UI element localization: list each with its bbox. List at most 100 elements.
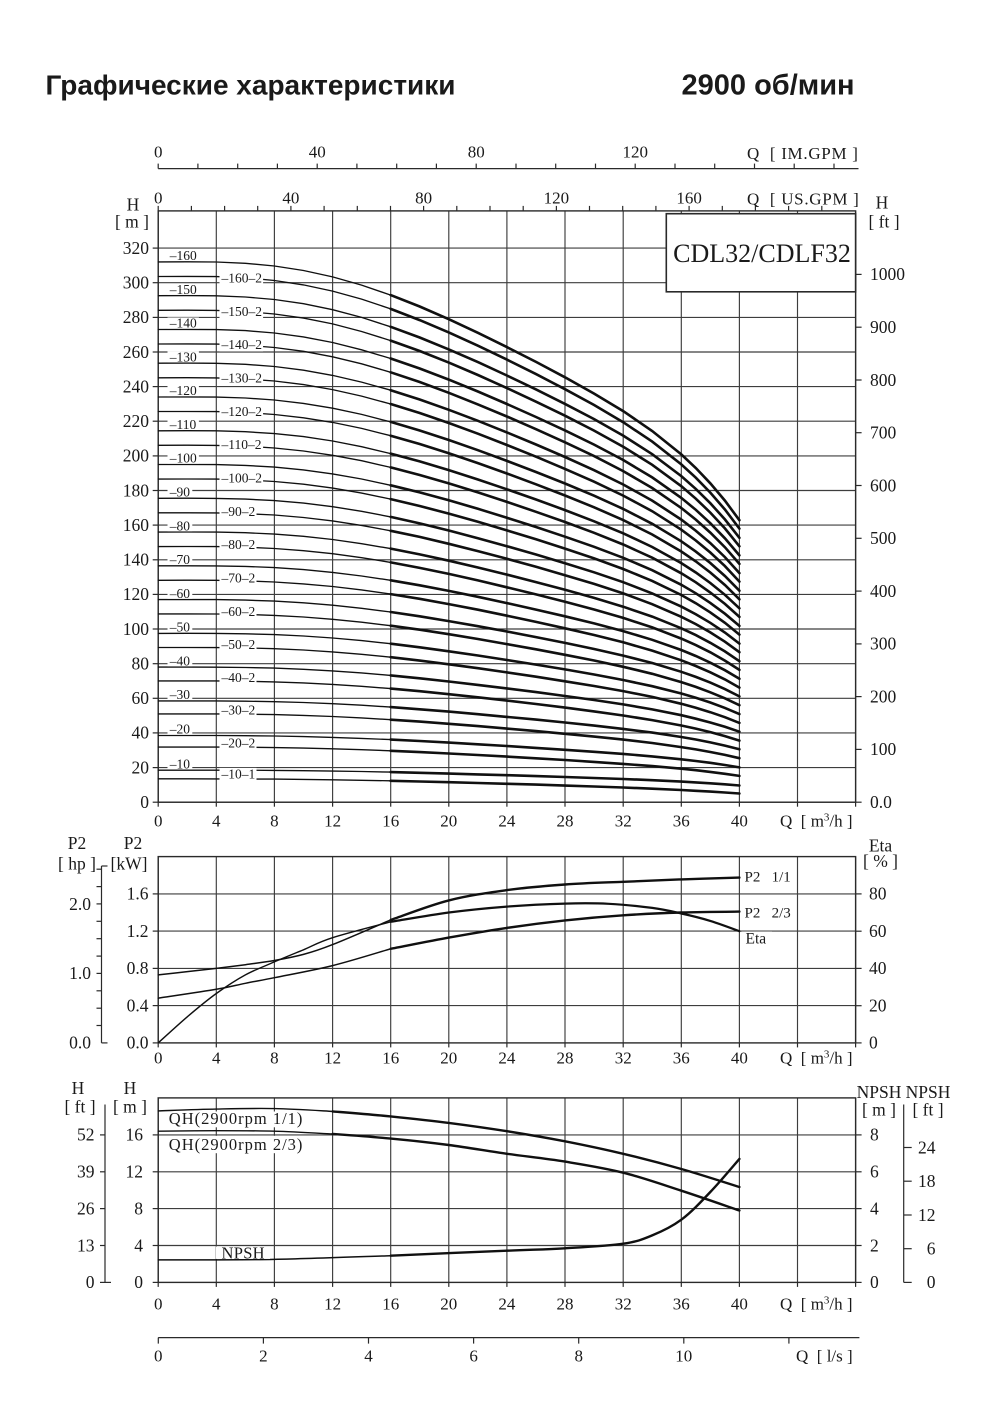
svg-text:–130: –130: [169, 349, 197, 364]
svg-text:0.8: 0.8: [127, 958, 149, 978]
svg-text:12: 12: [324, 812, 341, 831]
svg-text:[kW]: [kW]: [111, 854, 148, 874]
svg-text:8: 8: [574, 1347, 583, 1366]
svg-text:6: 6: [870, 1162, 879, 1182]
svg-text:–120–2: –120–2: [221, 404, 263, 419]
svg-text:H: H: [124, 1078, 137, 1098]
svg-text:P2 1/1: P2 1/1: [745, 870, 791, 886]
svg-text:4: 4: [870, 1198, 879, 1218]
svg-text:32: 32: [615, 812, 632, 831]
svg-text:120: 120: [622, 143, 648, 162]
svg-text:2: 2: [259, 1347, 268, 1366]
svg-text:0: 0: [869, 1033, 878, 1053]
svg-text:NPSH: NPSH: [857, 1082, 902, 1102]
svg-text:40: 40: [869, 958, 887, 978]
svg-text:–40: –40: [169, 653, 191, 668]
svg-text:4: 4: [134, 1235, 143, 1255]
svg-text:500: 500: [870, 528, 897, 548]
svg-text:52: 52: [77, 1125, 95, 1145]
svg-text:–110: –110: [169, 417, 197, 432]
svg-text:220: 220: [123, 411, 150, 431]
svg-text:12: 12: [126, 1162, 144, 1182]
svg-text:16: 16: [126, 1125, 144, 1145]
svg-text:–140: –140: [169, 316, 197, 331]
svg-text:–50: –50: [169, 620, 191, 635]
svg-text:Eta: Eta: [746, 931, 767, 948]
svg-text:100: 100: [870, 739, 897, 759]
svg-text:[ ft ]: [ ft ]: [868, 212, 899, 232]
svg-text:0: 0: [154, 1295, 163, 1314]
svg-text:180: 180: [123, 480, 150, 500]
svg-text:8: 8: [270, 812, 279, 831]
svg-text:40: 40: [132, 723, 150, 743]
svg-text:0: 0: [154, 143, 163, 162]
svg-text:800: 800: [870, 370, 897, 390]
svg-text:28: 28: [557, 1295, 574, 1314]
svg-text:40: 40: [731, 1049, 748, 1068]
svg-text:20: 20: [869, 996, 887, 1016]
svg-text:10: 10: [675, 1347, 692, 1366]
svg-text:–20: –20: [169, 722, 191, 737]
svg-text:–140–2: –140–2: [221, 337, 263, 352]
svg-text:Q [ l/s ]: Q [ l/s ]: [796, 1347, 853, 1366]
svg-text:–70–2: –70–2: [221, 571, 256, 586]
svg-text:20: 20: [440, 812, 457, 831]
svg-text:P2: P2: [68, 833, 86, 853]
svg-text:0: 0: [140, 792, 149, 812]
svg-text:18: 18: [918, 1171, 936, 1191]
svg-text:200: 200: [123, 446, 150, 466]
svg-text:13: 13: [77, 1235, 95, 1255]
svg-text:–50–2: –50–2: [221, 637, 256, 652]
svg-text:–150–2: –150–2: [221, 304, 263, 319]
svg-text:16: 16: [382, 812, 399, 831]
svg-text:40: 40: [282, 189, 299, 208]
svg-text:20: 20: [440, 1049, 457, 1068]
svg-text:80: 80: [468, 143, 485, 162]
svg-text:32: 32: [615, 1049, 632, 1068]
svg-text:400: 400: [870, 581, 897, 601]
svg-text:8: 8: [270, 1295, 279, 1314]
svg-text:1.6: 1.6: [127, 884, 149, 904]
svg-text:40: 40: [309, 143, 326, 162]
svg-text:–10: –10: [169, 756, 191, 771]
svg-text:–80–2: –80–2: [221, 537, 256, 552]
svg-text:P2: P2: [124, 833, 142, 853]
svg-text:–30: –30: [169, 687, 191, 702]
svg-text:160: 160: [676, 189, 702, 208]
svg-text:120: 120: [544, 189, 570, 208]
svg-text:4: 4: [364, 1347, 373, 1366]
svg-text:Q [ m3/h ]: Q [ m3/h ]: [780, 812, 853, 831]
svg-text:CDL32/CDLF32: CDL32/CDLF32: [673, 239, 851, 268]
svg-text:39: 39: [77, 1162, 95, 1182]
svg-text:[ % ]: [ % ]: [863, 851, 898, 871]
svg-text:20: 20: [132, 757, 150, 777]
svg-text:140: 140: [123, 550, 150, 570]
svg-text:28: 28: [557, 812, 574, 831]
svg-text:36: 36: [673, 812, 690, 831]
svg-text:0: 0: [927, 1272, 936, 1292]
svg-text:0: 0: [154, 189, 163, 208]
svg-text:Q [ m3/h ]: Q [ m3/h ]: [780, 1295, 853, 1314]
svg-text:60: 60: [132, 688, 150, 708]
svg-text:320: 320: [123, 238, 150, 258]
svg-text:–160: –160: [169, 248, 197, 263]
svg-text:2: 2: [870, 1235, 879, 1255]
svg-text:0.4: 0.4: [127, 995, 149, 1015]
svg-text:4: 4: [212, 1049, 221, 1068]
svg-text:8: 8: [134, 1198, 143, 1218]
svg-text:40: 40: [731, 1295, 748, 1314]
svg-text:–40–2: –40–2: [221, 670, 256, 685]
svg-text:6: 6: [927, 1239, 936, 1259]
svg-text:0.0: 0.0: [69, 1033, 91, 1053]
svg-text:700: 700: [870, 423, 897, 443]
svg-text:NPSH: NPSH: [222, 1244, 265, 1263]
svg-text:16: 16: [382, 1295, 399, 1314]
svg-text:4: 4: [212, 812, 221, 831]
svg-text:0.0: 0.0: [127, 1033, 149, 1053]
svg-text:[ hp ]: [ hp ]: [58, 854, 96, 874]
svg-text:–90: –90: [169, 485, 191, 500]
svg-text:80: 80: [415, 189, 432, 208]
svg-text:–60: –60: [169, 586, 191, 601]
svg-text:–20–2: –20–2: [221, 735, 256, 750]
svg-text:12: 12: [324, 1049, 341, 1068]
